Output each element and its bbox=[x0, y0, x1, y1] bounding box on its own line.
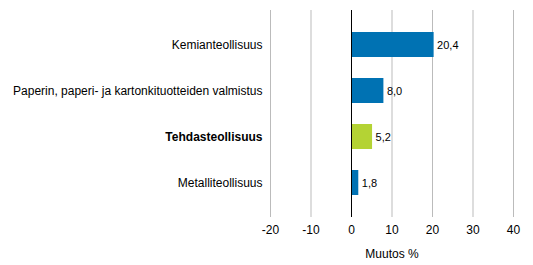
svg-text:-10: -10 bbox=[302, 223, 320, 237]
svg-text:0: 0 bbox=[348, 223, 355, 237]
svg-text:Muutos %: Muutos % bbox=[365, 247, 419, 261]
svg-text:10: 10 bbox=[385, 223, 399, 237]
svg-text:30: 30 bbox=[466, 223, 480, 237]
svg-text:Paperin, paperi- ja kartonkitu: Paperin, paperi- ja kartonkituotteiden v… bbox=[13, 84, 262, 98]
svg-text:1,8: 1,8 bbox=[362, 177, 377, 189]
svg-text:5,2: 5,2 bbox=[376, 131, 391, 143]
svg-text:8,0: 8,0 bbox=[387, 85, 402, 97]
svg-text:Tehdasteollisuus: Tehdasteollisuus bbox=[165, 130, 262, 144]
svg-text:-20: -20 bbox=[262, 223, 280, 237]
svg-text:20: 20 bbox=[426, 223, 440, 237]
svg-text:20,4: 20,4 bbox=[437, 39, 458, 51]
svg-text:Metalliteollisuus: Metalliteollisuus bbox=[178, 176, 263, 190]
svg-text:Kemianteollisuus: Kemianteollisuus bbox=[172, 38, 263, 52]
svg-text:40: 40 bbox=[507, 223, 521, 237]
